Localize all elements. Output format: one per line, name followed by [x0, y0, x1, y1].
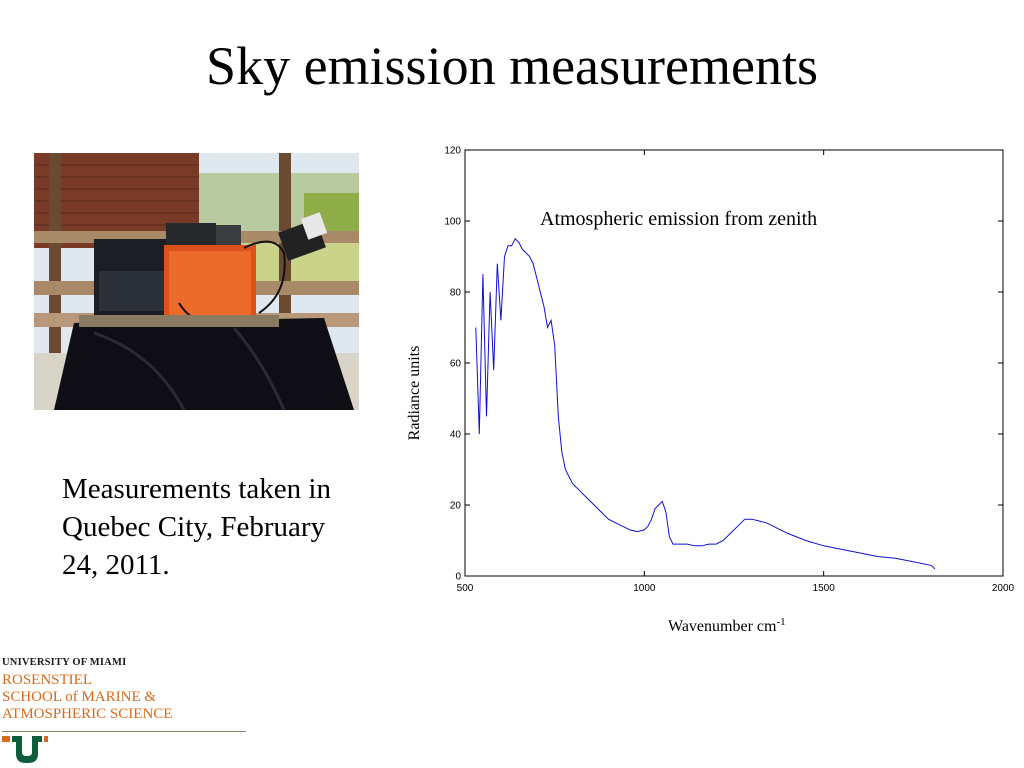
school-name: ROSENSTIEL SCHOOL of MARINE & ATMOSPHERI…	[2, 672, 252, 723]
u-logo-icon	[2, 736, 48, 763]
x-axis-label-exponent: -1	[776, 616, 785, 628]
x-axis-label: Wavenumber cm-1	[668, 616, 786, 635]
y-tick-label: 60	[450, 359, 462, 370]
instrument-photo-image	[34, 153, 359, 410]
y-tick-label: 100	[444, 217, 461, 228]
university-name: UNIVERSITY OF MIAMI	[2, 657, 127, 668]
caption-line: Quebec City, February	[62, 511, 326, 543]
y-tick-label: 40	[450, 430, 462, 441]
radiance-chart: 500 1000 1500 2000 0 20 40 60 80 100 120 Atmospher…	[395, 140, 1024, 640]
x-tick-label: 1000	[633, 583, 656, 594]
school-name-line: ROSENSTIEL	[2, 672, 92, 688]
chart-svg: 500 1000 1500 2000 0 20 40 60 80 100 120 Atmospher…	[406, 146, 1015, 636]
y-tick-label: 80	[450, 288, 462, 299]
university-logo: UNIVERSITY OF MIAMI ROSENSTIEL SCHOOL of…	[2, 656, 252, 766]
y-tick-label: 120	[444, 146, 461, 157]
caption: Measurements taken in Quebec City, Febru…	[62, 470, 392, 584]
instrument-photo	[34, 153, 359, 410]
school-name-line: ATMOSPHERIC SCIENCE	[2, 706, 173, 722]
logo-divider	[2, 731, 246, 732]
y-tick-label: 0	[455, 572, 461, 583]
slide-title: Sky emission measurements	[206, 36, 818, 96]
school-name-line: SCHOOL of MARINE &	[2, 689, 157, 705]
x-tick-label: 500	[457, 583, 474, 594]
x-tick-label: 1500	[813, 583, 836, 594]
emission-series-line	[475, 237, 936, 570]
y-axis-label: Radiance units	[406, 346, 423, 441]
caption-line: 24, 2011.	[62, 549, 170, 581]
y-tick-label: 20	[450, 501, 462, 512]
chart-annotation: Atmospheric emission from zenith	[540, 208, 817, 230]
caption-line: Measurements taken in	[62, 473, 331, 505]
x-axis-label-text: Wavenumber cm	[668, 618, 777, 635]
x-tick-label: 2000	[992, 583, 1015, 594]
axis-ticks: 500 1000 1500 2000 0 20 40 60 80 100 120	[444, 146, 1014, 595]
